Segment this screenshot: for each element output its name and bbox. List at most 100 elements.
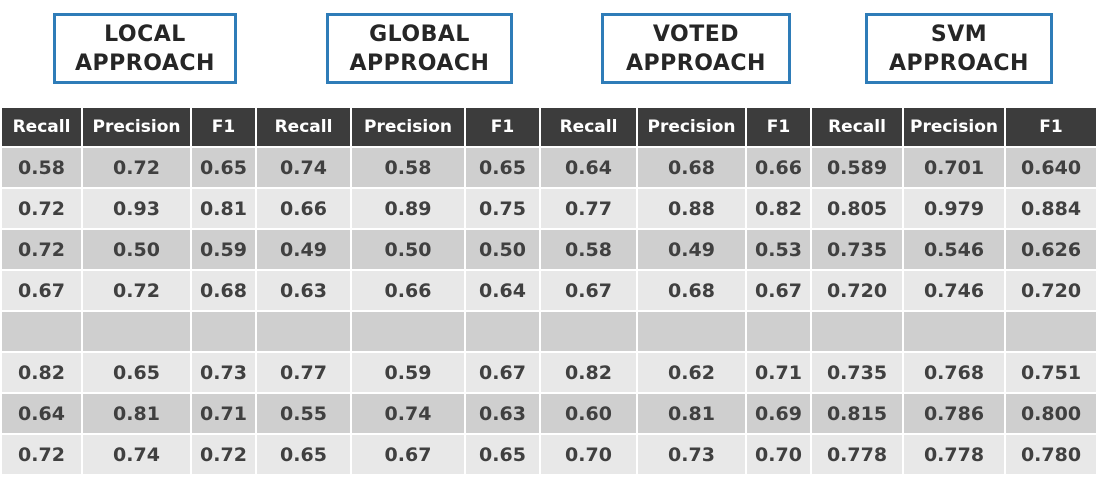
table-cell: 0.82 [2, 352, 83, 394]
table-cell: 0.62 [637, 352, 747, 394]
table-cell: 0.75 [465, 188, 541, 230]
title-line-2: APPROACH [349, 50, 490, 76]
table-cell [82, 311, 192, 353]
table-cell: 0.88 [637, 188, 747, 230]
column-header: Precision [903, 108, 1006, 148]
table-cell: 0.65 [465, 434, 541, 476]
table-cell: 0.805 [811, 188, 904, 230]
title-line-1: GLOBAL [369, 21, 470, 47]
table-cell: 0.69 [746, 393, 812, 435]
table-cell: 0.68 [637, 147, 747, 189]
table-row [2, 311, 1096, 353]
table-cell: 0.68 [191, 270, 257, 312]
table-cell: 0.53 [746, 229, 812, 271]
table-cell: 0.71 [746, 352, 812, 394]
voted-approach-title: VOTED APPROACH [601, 13, 791, 84]
table-cell: 0.59 [191, 229, 257, 271]
table-cell: 0.81 [637, 393, 747, 435]
table-cell [746, 311, 812, 353]
table-cell: 0.77 [540, 188, 638, 230]
table-cell: 0.815 [811, 393, 904, 435]
table-row: 0.67 0.72 0.68 0.63 0.66 0.64 0.67 0.68 0.67 0.72… [2, 270, 1096, 312]
table-cell: 0.67 [2, 270, 83, 312]
table-cell [256, 311, 352, 353]
table-cell: 0.67 [540, 270, 638, 312]
table-cell [1005, 311, 1096, 353]
table-cell: 0.73 [191, 352, 257, 394]
table-cell: 0.59 [351, 352, 466, 394]
table-cell: 0.701 [903, 147, 1006, 189]
column-header: F1 [191, 108, 257, 148]
table-cell: 0.546 [903, 229, 1006, 271]
table-cell: 0.81 [191, 188, 257, 230]
table-row: 0.72 0.50 0.59 0.49 0.50 0.50 0.58 0.49 0.53 0.73… [2, 229, 1096, 271]
table-cell: 0.786 [903, 393, 1006, 435]
table-cell: 0.640 [1005, 147, 1096, 189]
column-header: Precision [637, 108, 747, 148]
table-cell: 0.65 [256, 434, 352, 476]
table-cell: 0.81 [82, 393, 192, 435]
table-row: 0.58 0.72 0.65 0.74 0.58 0.65 0.64 0.68 0.66 0.58… [2, 147, 1096, 189]
table-cell: 0.72 [2, 188, 83, 230]
table-row: 0.82 0.65 0.73 0.77 0.59 0.67 0.82 0.62 0.71 0.73… [2, 352, 1096, 394]
table-cell: 0.626 [1005, 229, 1096, 271]
table-cell: 0.72 [2, 434, 83, 476]
column-header: Recall [2, 108, 83, 148]
title-line-1: SVM [930, 21, 988, 47]
table-cell [540, 311, 638, 353]
table-cell: 0.71 [191, 393, 257, 435]
table-cell: 0.720 [1005, 270, 1096, 312]
table-cell: 0.49 [256, 229, 352, 271]
table-cell: 0.884 [1005, 188, 1096, 230]
table-cell: 0.64 [540, 147, 638, 189]
table-cell: 0.751 [1005, 352, 1096, 394]
table-cell: 0.89 [351, 188, 466, 230]
table-cell: 0.74 [256, 147, 352, 189]
table-cell: 0.67 [465, 352, 541, 394]
column-header: Precision [82, 108, 192, 148]
table-cell: 0.55 [256, 393, 352, 435]
column-header: Recall [540, 108, 638, 148]
column-header: F1 [465, 108, 541, 148]
table-cell: 0.65 [191, 147, 257, 189]
table-cell: 0.70 [746, 434, 812, 476]
table-cell: 0.93 [82, 188, 192, 230]
column-header: Precision [351, 108, 466, 148]
table-cell: 0.72 [82, 147, 192, 189]
global-approach-title: GLOBAL APPROACH [326, 13, 513, 84]
table-cell: 0.800 [1005, 393, 1096, 435]
results-table: Recall Precision F1 Recall Precision F1 Recall… [2, 108, 1096, 476]
table-cell: 0.778 [903, 434, 1006, 476]
title-line-2: APPROACH [75, 50, 215, 76]
table-cell: 0.64 [465, 270, 541, 312]
table-cell [351, 311, 466, 353]
column-header: F1 [746, 108, 812, 148]
table-cell: 0.768 [903, 352, 1006, 394]
table-cell: 0.73 [637, 434, 747, 476]
header-row: Recall Precision F1 Recall Precision F1 Recall… [2, 108, 1096, 148]
table-cell: 0.735 [811, 229, 904, 271]
table-cell: 0.50 [465, 229, 541, 271]
table-cell: 0.63 [256, 270, 352, 312]
table-cell: 0.720 [811, 270, 904, 312]
local-approach-title: LOCAL APPROACH [53, 13, 237, 84]
table-cell: 0.746 [903, 270, 1006, 312]
table-cell: 0.74 [82, 434, 192, 476]
table-cell: 0.50 [351, 229, 466, 271]
title-line-2: APPROACH [626, 50, 766, 76]
table-cell [903, 311, 1006, 353]
table-cell: 0.735 [811, 352, 904, 394]
table-cell [811, 311, 904, 353]
svm-approach-title: SVM APPROACH [865, 13, 1053, 84]
table-cell: 0.74 [351, 393, 466, 435]
table-cell [191, 311, 257, 353]
table-cell: 0.66 [256, 188, 352, 230]
table-cell: 0.67 [746, 270, 812, 312]
table-cell: 0.82 [746, 188, 812, 230]
table-cell: 0.60 [540, 393, 638, 435]
table-cell [465, 311, 541, 353]
table-cell: 0.66 [746, 147, 812, 189]
column-header: Recall [811, 108, 904, 148]
table-cell [2, 311, 83, 353]
table-cell: 0.77 [256, 352, 352, 394]
